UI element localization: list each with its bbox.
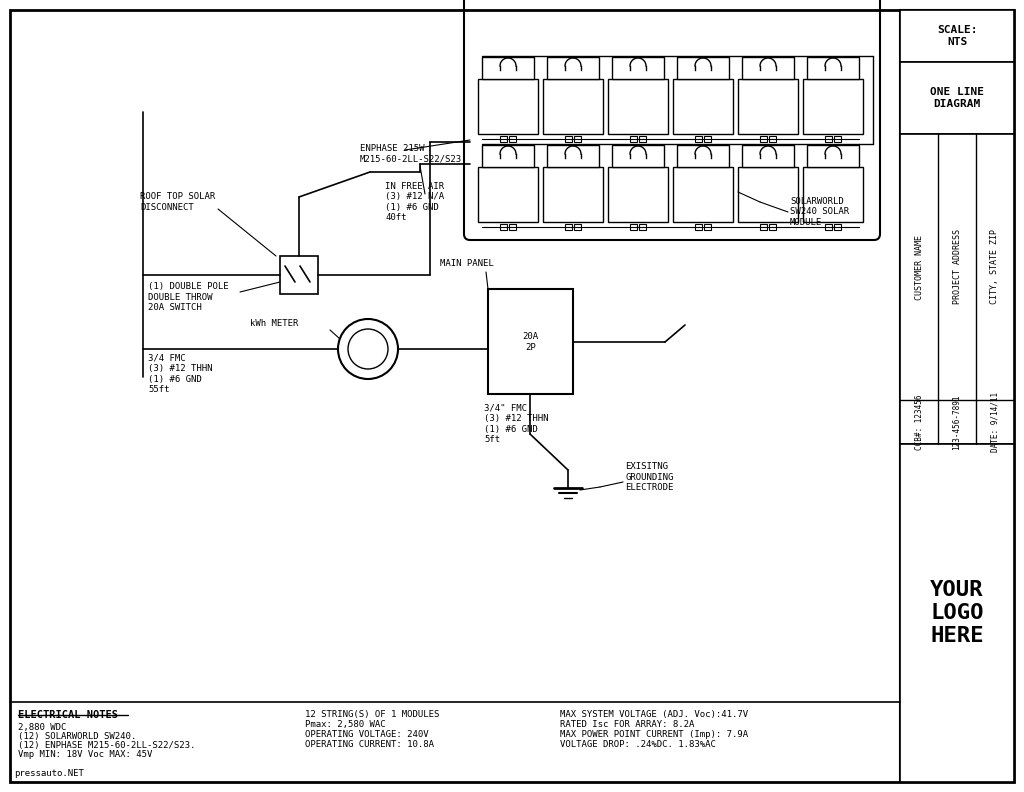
Text: 3/4" FMC
(3) #12 THHN
(1) #6 GND
5ft: 3/4" FMC (3) #12 THHN (1) #6 GND 5ft bbox=[484, 404, 549, 444]
Bar bbox=[742, 145, 794, 167]
Bar bbox=[565, 224, 572, 230]
Bar bbox=[574, 224, 581, 230]
Bar bbox=[673, 79, 733, 134]
Bar bbox=[803, 167, 863, 222]
Bar bbox=[825, 136, 831, 142]
Text: pressauto.NET: pressauto.NET bbox=[14, 769, 84, 778]
Text: 123-456-7891: 123-456-7891 bbox=[952, 394, 962, 450]
Text: ROOF TOP SOLAR
DISCONNECT: ROOF TOP SOLAR DISCONNECT bbox=[140, 192, 215, 211]
Circle shape bbox=[348, 329, 388, 369]
Bar bbox=[547, 57, 599, 79]
Bar bbox=[639, 224, 646, 230]
Circle shape bbox=[338, 319, 398, 379]
Bar bbox=[807, 57, 859, 79]
Bar bbox=[608, 167, 668, 222]
Bar bbox=[543, 79, 603, 134]
Bar bbox=[742, 57, 794, 79]
Text: (12) SOLARWORLD SW240.: (12) SOLARWORLD SW240. bbox=[18, 732, 136, 741]
Bar bbox=[630, 136, 637, 142]
Bar bbox=[280, 256, 318, 294]
Bar bbox=[695, 136, 702, 142]
Bar bbox=[574, 136, 581, 142]
Text: EXISITNG
GROUNDING
ELECTRODE: EXISITNG GROUNDING ELECTRODE bbox=[625, 462, 674, 492]
Bar bbox=[738, 167, 798, 222]
Text: 3/4 FMC
(3) #12 THHN
(1) #6 GND
55ft: 3/4 FMC (3) #12 THHN (1) #6 GND 55ft bbox=[148, 354, 213, 394]
Bar bbox=[803, 79, 863, 134]
Bar bbox=[834, 136, 841, 142]
Text: OPERATING VOLTAGE: 240V: OPERATING VOLTAGE: 240V bbox=[305, 730, 429, 739]
Bar bbox=[705, 136, 711, 142]
Text: CCB#: 123456: CCB#: 123456 bbox=[914, 394, 924, 450]
Bar bbox=[760, 224, 767, 230]
Text: PROJECT ADDRESS: PROJECT ADDRESS bbox=[952, 230, 962, 304]
Bar bbox=[478, 79, 538, 134]
Bar bbox=[630, 224, 637, 230]
Bar bbox=[482, 145, 534, 167]
Bar bbox=[705, 224, 711, 230]
Text: RATED Isc FOR ARRAY: 8.2A: RATED Isc FOR ARRAY: 8.2A bbox=[560, 720, 694, 729]
Text: (12) ENPHASE M215-60-2LL-S22/S23.: (12) ENPHASE M215-60-2LL-S22/S23. bbox=[18, 741, 196, 750]
Bar bbox=[478, 167, 538, 222]
Bar bbox=[612, 145, 664, 167]
Bar bbox=[509, 224, 516, 230]
Text: 12 STRING(S) OF 1 MODULES: 12 STRING(S) OF 1 MODULES bbox=[305, 710, 439, 719]
Text: VOLTAGE DROP: .24%DC. 1.83%AC: VOLTAGE DROP: .24%DC. 1.83%AC bbox=[560, 740, 716, 749]
Bar bbox=[673, 167, 733, 222]
Text: (1) DOUBLE POLE
DOUBLE THROW
20A SWITCH: (1) DOUBLE POLE DOUBLE THROW 20A SWITCH bbox=[148, 282, 228, 312]
Bar bbox=[612, 57, 664, 79]
Bar bbox=[825, 224, 831, 230]
Bar bbox=[834, 224, 841, 230]
Text: ONE LINE
DIAGRAM: ONE LINE DIAGRAM bbox=[930, 87, 984, 109]
Bar bbox=[760, 136, 767, 142]
Text: Pmax: 2,580 WAC: Pmax: 2,580 WAC bbox=[305, 720, 386, 729]
Text: kWh METER: kWh METER bbox=[250, 319, 298, 329]
Bar bbox=[900, 10, 1014, 62]
Bar bbox=[900, 62, 1014, 134]
Bar bbox=[738, 79, 798, 134]
Text: SOLARWORLD
SW240 SOLAR
MODULE: SOLARWORLD SW240 SOLAR MODULE bbox=[790, 197, 849, 227]
Bar bbox=[807, 145, 859, 167]
Bar bbox=[695, 224, 702, 230]
Text: IN FREE AIR
(3) #12 N/A
(1) #6 GND
40ft: IN FREE AIR (3) #12 N/A (1) #6 GND 40ft bbox=[385, 182, 444, 222]
Bar bbox=[900, 134, 1014, 444]
Text: DATE: 9/14/11: DATE: 9/14/11 bbox=[990, 392, 999, 452]
Bar bbox=[900, 10, 1014, 782]
Text: 20A
2P: 20A 2P bbox=[522, 333, 539, 352]
Text: MAX POWER POINT CURRENT (Imp): 7.9A: MAX POWER POINT CURRENT (Imp): 7.9A bbox=[560, 730, 749, 739]
Text: ELECTRICAL NOTES: ELECTRICAL NOTES bbox=[18, 710, 118, 720]
Text: CUSTOMER NAME: CUSTOMER NAME bbox=[914, 234, 924, 299]
Bar bbox=[565, 136, 572, 142]
Text: Vmp MIN: 18V Voc MAX: 45V: Vmp MIN: 18V Voc MAX: 45V bbox=[18, 750, 153, 759]
Bar bbox=[482, 57, 534, 79]
Text: ENPHASE 215W
M215-60-2LL-S22/S23: ENPHASE 215W M215-60-2LL-S22/S23 bbox=[360, 144, 462, 164]
Bar bbox=[639, 136, 646, 142]
Bar bbox=[488, 289, 573, 394]
Bar bbox=[500, 136, 507, 142]
Bar bbox=[509, 136, 516, 142]
Text: CITY, STATE ZIP: CITY, STATE ZIP bbox=[990, 230, 999, 304]
Bar bbox=[543, 167, 603, 222]
Bar bbox=[608, 79, 668, 134]
Bar bbox=[769, 136, 776, 142]
Text: OPERATING CURRENT: 10.8A: OPERATING CURRENT: 10.8A bbox=[305, 740, 434, 749]
Bar bbox=[769, 224, 776, 230]
Bar bbox=[677, 145, 729, 167]
Text: 2,880 WDC: 2,880 WDC bbox=[18, 723, 67, 732]
Bar bbox=[500, 224, 507, 230]
Text: MAIN PANEL: MAIN PANEL bbox=[440, 260, 494, 268]
Bar bbox=[900, 444, 1014, 782]
Text: YOUR
LOGO
HERE: YOUR LOGO HERE bbox=[930, 580, 984, 646]
Bar bbox=[547, 145, 599, 167]
Bar bbox=[677, 57, 729, 79]
Text: SCALE:
NTS: SCALE: NTS bbox=[937, 25, 977, 47]
Text: MAX SYSTEM VOLTAGE (ADJ. Voc):41.7V: MAX SYSTEM VOLTAGE (ADJ. Voc):41.7V bbox=[560, 710, 749, 719]
